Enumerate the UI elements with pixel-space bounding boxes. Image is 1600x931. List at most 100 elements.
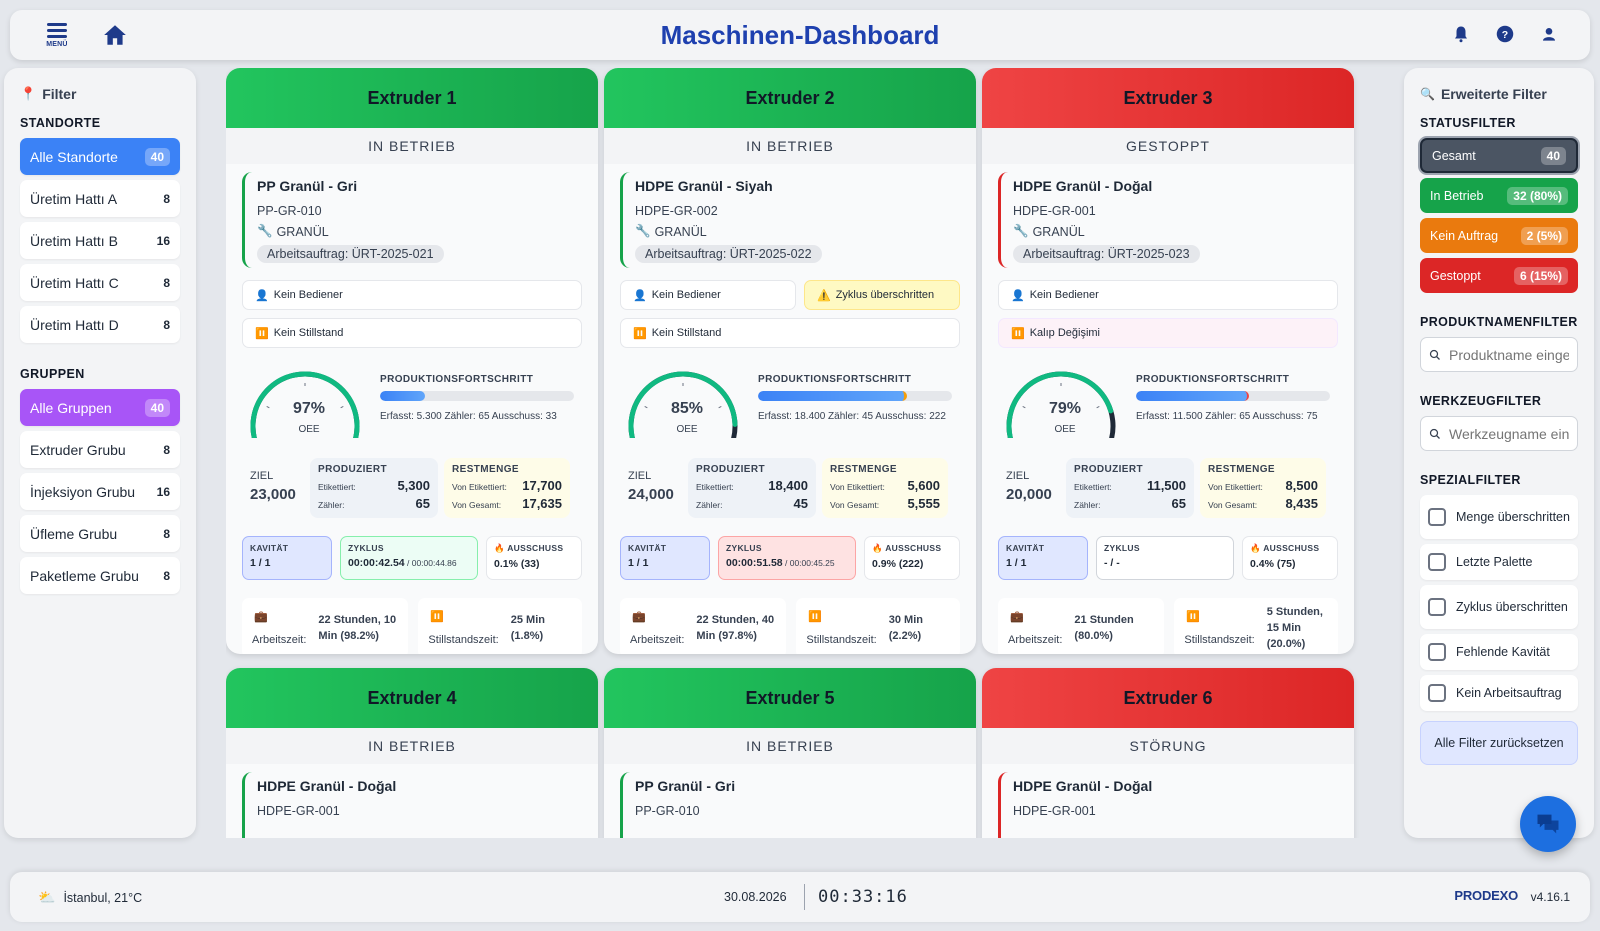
right-filter-sidebar: 🔍 Erweiterte Filter STATUSFILTER Gesamt 4… — [1404, 68, 1594, 838]
remaining-labeled-row: Von Etikettiert: 5,600 — [830, 478, 940, 493]
pause-icon: ⏸️ — [808, 611, 823, 623]
produced-labeled-row: Etikettiert: 5,300 — [318, 478, 430, 493]
item-label: İnjeksiyon Grubu — [30, 483, 136, 500]
item-count-badge: 8 — [163, 275, 170, 290]
checkbox[interactable] — [1428, 684, 1446, 702]
user-icon: 👤 — [255, 289, 269, 302]
status-count-badge: 40 — [1540, 146, 1566, 165]
special-filter-item[interactable]: Kein Arbeitsauftrag — [1420, 675, 1578, 711]
pause-icon: ⏸️ — [430, 611, 445, 623]
oee-progress-row: 85% OEE PRODUKTIONSFORTSCHRITT Erfasst: 18.… — [620, 368, 960, 460]
grp-item[interactable]: Extruder Grubu 8 — [20, 431, 180, 468]
loc-item[interactable]: Üretim Hattı A 8 — [20, 180, 180, 217]
machine-card[interactable]: Extruder 6 STÖRUNG HDPE Granül - Doğal HDPE… — [982, 668, 1354, 838]
machine-name: Extruder 2 — [604, 68, 976, 128]
bell-icon — [1455, 26, 1467, 43]
item-label: Üretim Hattı C — [30, 274, 119, 291]
status-filter-total[interactable]: Gesamt 40 — [1420, 138, 1578, 173]
time-stats: 💼 Arbeitszeit: 22 Stunden, 40 Min (97.8%) ⏸… — [620, 598, 960, 654]
loc-item[interactable]: Üretim Hattı C 8 — [20, 264, 180, 301]
machine-card[interactable]: Extruder 2 IN BETRIEB HDPE Granül - Siyah H… — [604, 68, 976, 654]
machine-card[interactable]: Extruder 3 GESTOPPT HDPE Granül - Doğal HDP… — [982, 68, 1354, 654]
downtime-pill[interactable]: ⏸️ Kalıp Değişimi — [998, 318, 1338, 348]
status-filter-running[interactable]: In Betrieb 32 (80%) — [1420, 178, 1578, 213]
checkbox[interactable] — [1428, 508, 1446, 526]
machine-name: Extruder 6 — [982, 668, 1354, 728]
status-filter-stopped[interactable]: Gestoppt 6 (15%) — [1420, 258, 1578, 293]
grp-item[interactable]: İnjeksiyon Grubu 16 — [20, 473, 180, 510]
grp-item[interactable]: Alle Gruppen 40 — [20, 389, 180, 426]
special-filter-label: Zyklus überschritten — [1456, 599, 1568, 614]
product-type-label: GRANÜL — [1032, 224, 1085, 239]
tool-search-input[interactable] — [1449, 425, 1569, 442]
loc-item[interactable]: Üretim Hattı D 8 — [20, 306, 180, 343]
oee-progress-row: 97% OEE PRODUKTIONSFORTSCHRITT Erfasst: 5.3… — [242, 368, 582, 460]
product-type: 🔧 GRANÜL — [257, 224, 570, 239]
product-search-input[interactable] — [1449, 346, 1569, 363]
operator-pill[interactable]: 👤 Kein Bediener — [620, 280, 796, 310]
gauge-fill — [628, 371, 738, 460]
downtime-pill[interactable]: ⏸️ Kein Stillstand — [620, 318, 960, 348]
remaining-stat: RESTMENGE Von Etikettiert: 5,600 Von Gesamt… — [822, 458, 948, 518]
target-value: 20,000 — [1006, 486, 1052, 503]
special-filter-heading: SPEZIALFILTER — [1420, 473, 1521, 487]
cycle-value: - / - — [1104, 557, 1120, 569]
machine-status: IN BETRIEB — [226, 128, 598, 164]
reset-filters-button[interactable]: Alle Filter zurücksetzen — [1420, 721, 1578, 765]
loc-item[interactable]: Alle Standorte 40 — [20, 138, 180, 175]
warning-icon: ⚠️ — [817, 289, 831, 302]
loc-item[interactable]: Üretim Hattı B 16 — [20, 222, 180, 259]
operator-pill[interactable]: 👤 Kein Bediener — [998, 280, 1338, 310]
scrap-badge: 🔥 AUSSCHUSS 0.4% (75) — [1242, 536, 1338, 580]
produced-counter-value: 65 — [1171, 496, 1186, 511]
user-button[interactable] — [1538, 23, 1560, 45]
item-count-badge: 8 — [163, 317, 170, 332]
produced-label: PRODUZIERT — [696, 464, 765, 475]
machine-card[interactable]: Extruder 1 IN BETRIEB PP Granül - Gri PP-GR… — [226, 68, 598, 654]
help-button[interactable]: ? — [1494, 23, 1516, 45]
downtime-time-value: 5 Stunden, 15 Min (20.0%) — [1266, 606, 1323, 650]
user-icon: 👤 — [1011, 289, 1025, 302]
produced-labeled-row: Etikettiert: 11,500 — [1074, 478, 1186, 493]
cavity-value: 1 / 1 — [628, 557, 649, 569]
machine-card[interactable]: Extruder 4 IN BETRIEB HDPE Granül - Doğal H… — [226, 668, 598, 838]
special-filter-item[interactable]: Letzte Palette — [1420, 544, 1578, 580]
item-count-badge: 40 — [144, 147, 170, 166]
home-button[interactable] — [102, 22, 128, 48]
product-type: 🔧 GRANÜL — [1013, 224, 1326, 239]
oee-gauge-wrap: 85% OEE — [624, 368, 742, 460]
status-label: Gestoppt — [1430, 268, 1481, 283]
metric-badges: KAVITÄT 1 / 1 ZYKLUS 00:00:51.58 / 00:00:45… — [620, 536, 960, 580]
grp-item[interactable]: Paketleme Grubu 8 — [20, 557, 180, 594]
product-info: HDPE Granül - Doğal HDPE-GR-001 — [242, 772, 582, 838]
cavity-value: 1 / 1 — [250, 557, 271, 569]
checkbox[interactable] — [1428, 598, 1446, 616]
special-filter-item[interactable]: Zyklus überschritten — [1420, 585, 1578, 629]
machine-name: Extruder 5 — [604, 668, 976, 728]
progress-bar — [1136, 391, 1330, 401]
work-time: 💼 Arbeitszeit: 22 Stunden, 10 Min (98.2%) — [242, 598, 409, 654]
special-filter-item[interactable]: Fehlende Kavität — [1420, 634, 1578, 670]
special-filter-item[interactable]: Menge überschritten — [1420, 495, 1578, 539]
progress-bar-fill — [380, 391, 425, 401]
status-filter-no-order[interactable]: Kein Auftrag 2 (5%) — [1420, 218, 1578, 253]
checkbox[interactable] — [1428, 643, 1446, 661]
downtime-time-label: Stillstandszeit: — [1184, 634, 1255, 646]
special-filter-label: Letzte Palette — [1456, 554, 1533, 569]
checkbox[interactable] — [1428, 553, 1446, 571]
machine-card[interactable]: Extruder 5 IN BETRIEB PP Granül - Gri PP-GR… — [604, 668, 976, 838]
quantity-stats: ZIEL 20,000 PRODUZIERT Etikettiert: 11,500 Zä… — [998, 458, 1338, 518]
menu-button[interactable]: MENÜ — [42, 20, 72, 52]
grp-item[interactable]: Üfleme Grubu 8 — [20, 515, 180, 552]
produced-stat: PRODUZIERT Etikettiert: 5,300 Zähler: 65 — [310, 458, 438, 518]
produced-counter-key: Zähler: — [318, 500, 345, 510]
production-progress: PRODUKTIONSFORTSCHRITT Erfasst: 18.400 Zä… — [758, 374, 952, 422]
gauge-tick — [266, 406, 270, 409]
downtime-pill[interactable]: ⏸️ Kein Stillstand — [242, 318, 582, 348]
chat-button[interactable] — [1520, 796, 1576, 852]
cycle-badge: ZYKLUS - / - — [1096, 536, 1234, 580]
notifications-button[interactable] — [1450, 23, 1472, 45]
operator-pill[interactable]: 👤 Kein Bediener — [242, 280, 582, 310]
progress-bar — [758, 391, 952, 401]
cycle-warning-pill[interactable]: ⚠️ Zyklus überschritten — [804, 280, 960, 310]
